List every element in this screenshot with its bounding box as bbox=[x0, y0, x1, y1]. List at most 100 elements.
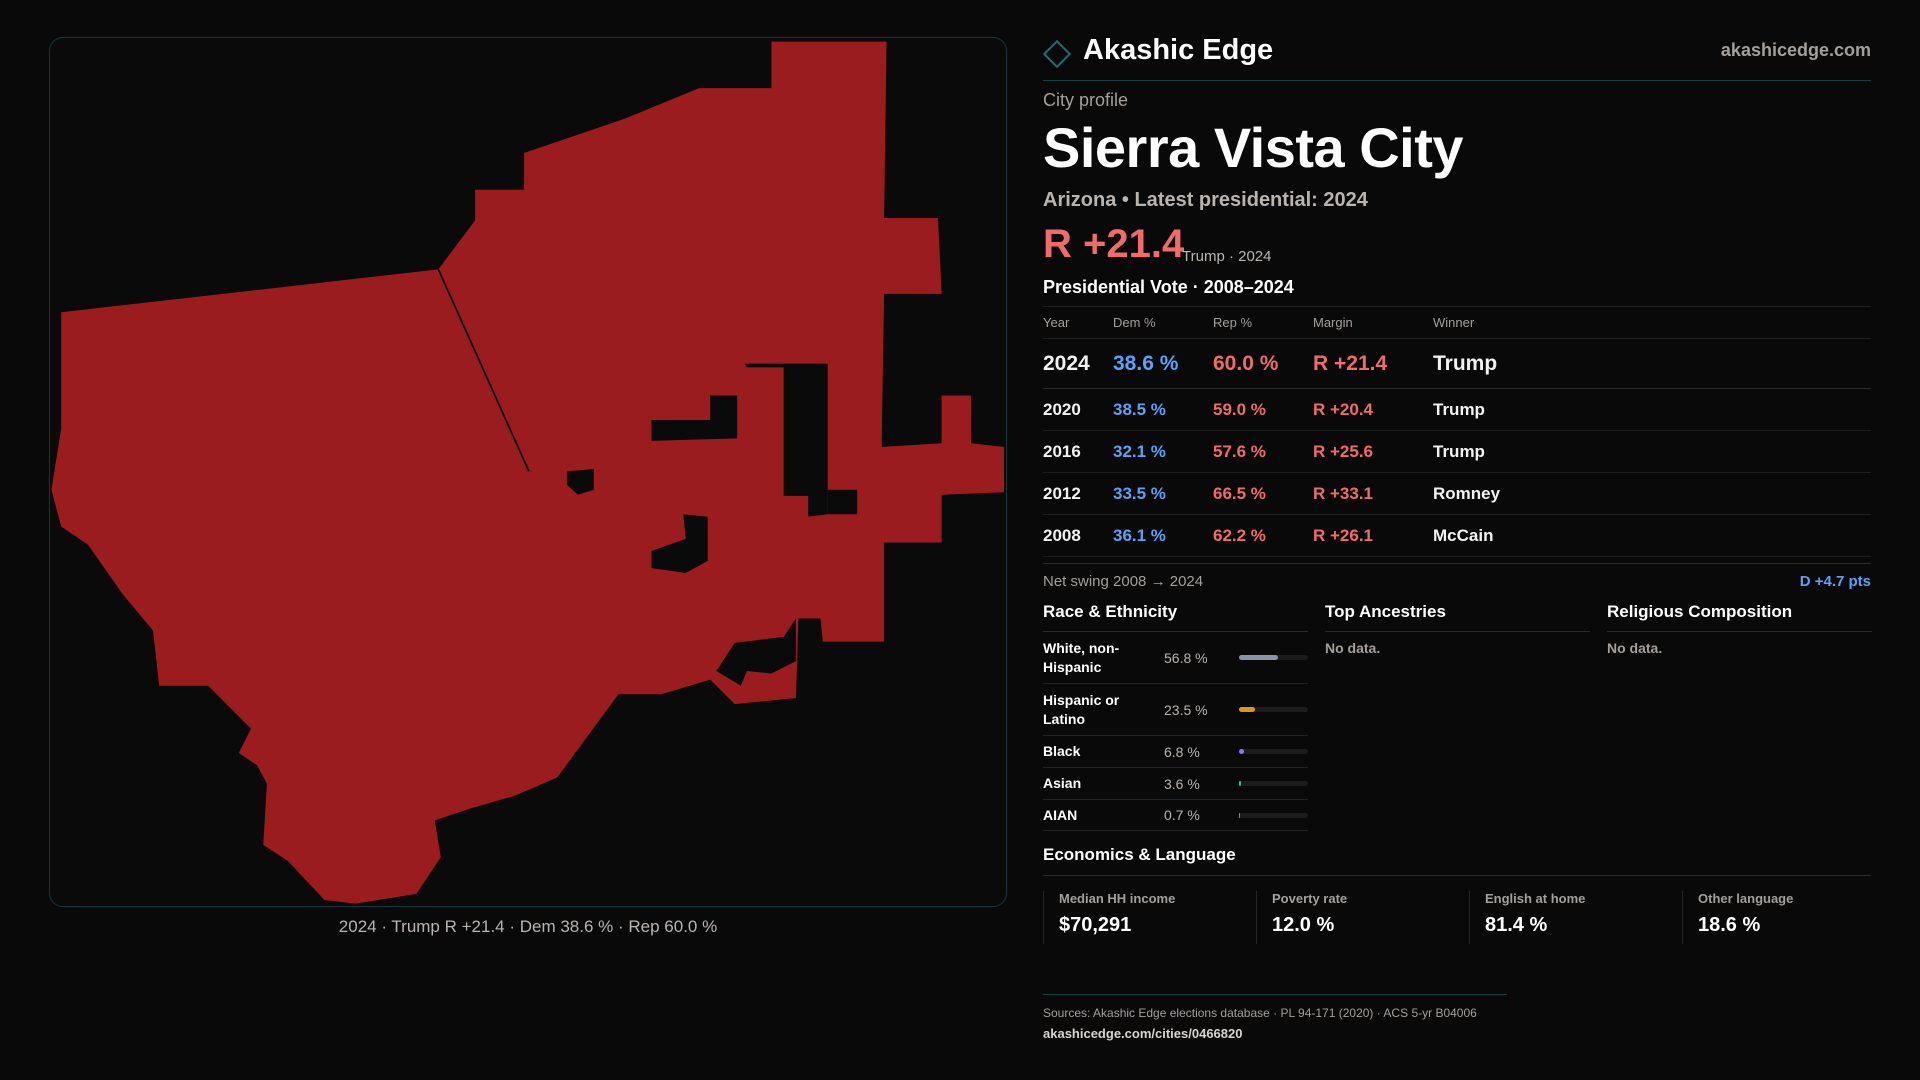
stat-label: Other language bbox=[1698, 891, 1794, 906]
race-row: Hispanic or Latino 23.5 % bbox=[1043, 684, 1308, 736]
race-bar-track bbox=[1239, 707, 1308, 712]
cell-winner: Trump bbox=[1433, 430, 1871, 473]
footer-divider bbox=[1043, 994, 1507, 995]
race-row: Asian 3.6 % bbox=[1043, 768, 1308, 800]
cell-year: 2016 bbox=[1043, 430, 1113, 473]
header-divider bbox=[1043, 80, 1871, 81]
latest-margin: R +21.4 bbox=[1043, 222, 1185, 266]
table-row: 2020 38.5 % 59.0 % R +20.4 Trump bbox=[1043, 388, 1871, 431]
col-dem: Dem % bbox=[1113, 306, 1213, 339]
religion-heading: Religious Composition bbox=[1607, 600, 1872, 632]
diamond-logo-icon bbox=[1042, 39, 1072, 68]
stat-value: 81.4 % bbox=[1485, 914, 1548, 936]
race-bar-fill bbox=[1239, 707, 1256, 712]
stat-card-poverty: Poverty rate 12.0 % bbox=[1256, 891, 1469, 944]
race-bar-fill bbox=[1239, 781, 1242, 786]
col-year: Year bbox=[1043, 306, 1113, 339]
cell-year: 2020 bbox=[1043, 388, 1113, 431]
cell-margin: R +21.4 bbox=[1313, 338, 1433, 389]
page-subtitle: Arizona • Latest presidential: 2024 bbox=[1043, 189, 1368, 211]
net-swing-label: Net swing 2008 → 2024 bbox=[1043, 573, 1204, 590]
stat-card-english: English at home 81.4 % bbox=[1469, 891, 1682, 944]
table-row: 2008 36.1 % 62.2 % R +26.1 McCain bbox=[1043, 514, 1871, 557]
cell-dem: 36.1 % bbox=[1113, 514, 1213, 557]
stat-label: Poverty rate bbox=[1272, 891, 1348, 906]
race-bar-track bbox=[1239, 781, 1308, 786]
col-winner: Winner bbox=[1433, 306, 1871, 339]
race-percent: 23.5 % bbox=[1164, 701, 1208, 718]
economics-divider bbox=[1043, 875, 1871, 876]
page-title: Sierra Vista City bbox=[1043, 116, 1464, 179]
cell-rep: 60.0 % bbox=[1213, 338, 1313, 389]
race-label: AIAN bbox=[1043, 806, 1078, 823]
cell-margin: R +26.1 bbox=[1313, 514, 1433, 557]
race-bar-track bbox=[1239, 655, 1308, 660]
race-percent: 0.7 % bbox=[1164, 807, 1200, 823]
presidential-table: Year Dem % Rep % Margin Winner 2024 38.6 … bbox=[1043, 306, 1871, 557]
stat-value: 12.0 % bbox=[1272, 914, 1335, 936]
race-bar-track bbox=[1239, 749, 1308, 754]
race-label: White, non-Hispanic bbox=[1043, 639, 1120, 675]
cell-rep: 59.0 % bbox=[1213, 388, 1313, 431]
stat-value: $70,291 bbox=[1059, 914, 1132, 936]
religion-section: Religious Composition No data. bbox=[1607, 600, 1872, 656]
race-percent: 56.8 % bbox=[1164, 649, 1208, 666]
religion-empty: No data. bbox=[1607, 640, 1663, 656]
map-panel[interactable] bbox=[49, 37, 1007, 907]
race-percent: 6.8 % bbox=[1164, 743, 1200, 760]
col-rep: Rep % bbox=[1213, 306, 1313, 339]
map-caption: 2024 · Trump R +21.4 · Dem 38.6 % · Rep … bbox=[338, 917, 718, 936]
race-label: Asian bbox=[1043, 775, 1082, 791]
race-heading: Race & Ethnicity bbox=[1043, 600, 1308, 632]
stat-card-other-language: Other language 18.6 % bbox=[1682, 891, 1895, 944]
cell-dem: 33.5 % bbox=[1113, 472, 1213, 515]
race-row: White, non-Hispanic 56.8 % bbox=[1043, 632, 1308, 684]
cell-rep: 62.2 % bbox=[1213, 514, 1313, 557]
swing-divider bbox=[1043, 563, 1871, 564]
page-kicker: City profile bbox=[1043, 90, 1129, 110]
table-row: 2024 38.6 % 60.0 % R +21.4 Trump bbox=[1043, 338, 1871, 389]
race-percent: 3.6 % bbox=[1164, 775, 1200, 792]
sources-note: Sources: Akashic Edge elections database… bbox=[1043, 1006, 1477, 1020]
stat-label: English at home bbox=[1485, 891, 1586, 906]
cell-winner: Romney bbox=[1433, 472, 1871, 515]
brand-name: Akashic Edge bbox=[1083, 34, 1274, 66]
cell-year: 2012 bbox=[1043, 472, 1113, 515]
cell-rep: 57.6 % bbox=[1213, 430, 1313, 473]
cell-rep: 66.5 % bbox=[1213, 472, 1313, 515]
race-label: Black bbox=[1043, 743, 1081, 759]
stat-label: Median HH income bbox=[1059, 891, 1176, 906]
race-label: Hispanic or Latino bbox=[1043, 691, 1120, 727]
stat-card-income: Median HH income $70,291 bbox=[1043, 891, 1256, 944]
cell-dem: 38.5 % bbox=[1113, 388, 1213, 431]
net-swing-value: D +4.7 pts bbox=[1799, 573, 1871, 590]
race-row: AIAN 0.7 % bbox=[1043, 800, 1308, 831]
cell-year: 2008 bbox=[1043, 514, 1113, 557]
cell-winner: Trump bbox=[1433, 388, 1871, 431]
presidential-heading: Presidential Vote · 2008–2024 bbox=[1043, 277, 1294, 297]
cell-winner: McCain bbox=[1433, 514, 1871, 557]
latest-margin-note: Trump · 2024 bbox=[1182, 248, 1272, 265]
race-section: Race & Ethnicity White, non-Hispanic 56.8… bbox=[1043, 600, 1308, 831]
cell-margin: R +33.1 bbox=[1313, 472, 1433, 515]
ancestries-empty: No data. bbox=[1325, 640, 1381, 656]
cell-winner: Trump bbox=[1433, 338, 1871, 389]
page-url-link[interactable]: akashicedge.com/cities/0466820 bbox=[1043, 1026, 1243, 1041]
race-bar-fill bbox=[1239, 812, 1241, 818]
cell-dem: 32.1 % bbox=[1113, 430, 1213, 473]
ancestries-heading: Top Ancestries bbox=[1325, 600, 1590, 632]
cell-margin: R +20.4 bbox=[1313, 388, 1433, 431]
stat-value: 18.6 % bbox=[1698, 914, 1761, 936]
site-link[interactable]: akashicedge.com bbox=[1720, 40, 1871, 60]
brand-logo[interactable]: Akashic Edge bbox=[1042, 34, 1274, 68]
cell-dem: 38.6 % bbox=[1113, 338, 1213, 389]
table-row: 2012 33.5 % 66.5 % R +33.1 Romney bbox=[1043, 472, 1871, 515]
race-bar-fill bbox=[1239, 749, 1244, 754]
economics-heading: Economics & Language bbox=[1043, 845, 1236, 864]
ancestries-section: Top Ancestries No data. bbox=[1325, 600, 1590, 656]
cell-year: 2024 bbox=[1043, 338, 1113, 389]
col-margin: Margin bbox=[1313, 306, 1433, 339]
race-row: Black 6.8 % bbox=[1043, 736, 1308, 768]
race-bar-track bbox=[1239, 812, 1308, 818]
table-row: 2016 32.1 % 57.6 % R +25.6 Trump bbox=[1043, 430, 1871, 473]
